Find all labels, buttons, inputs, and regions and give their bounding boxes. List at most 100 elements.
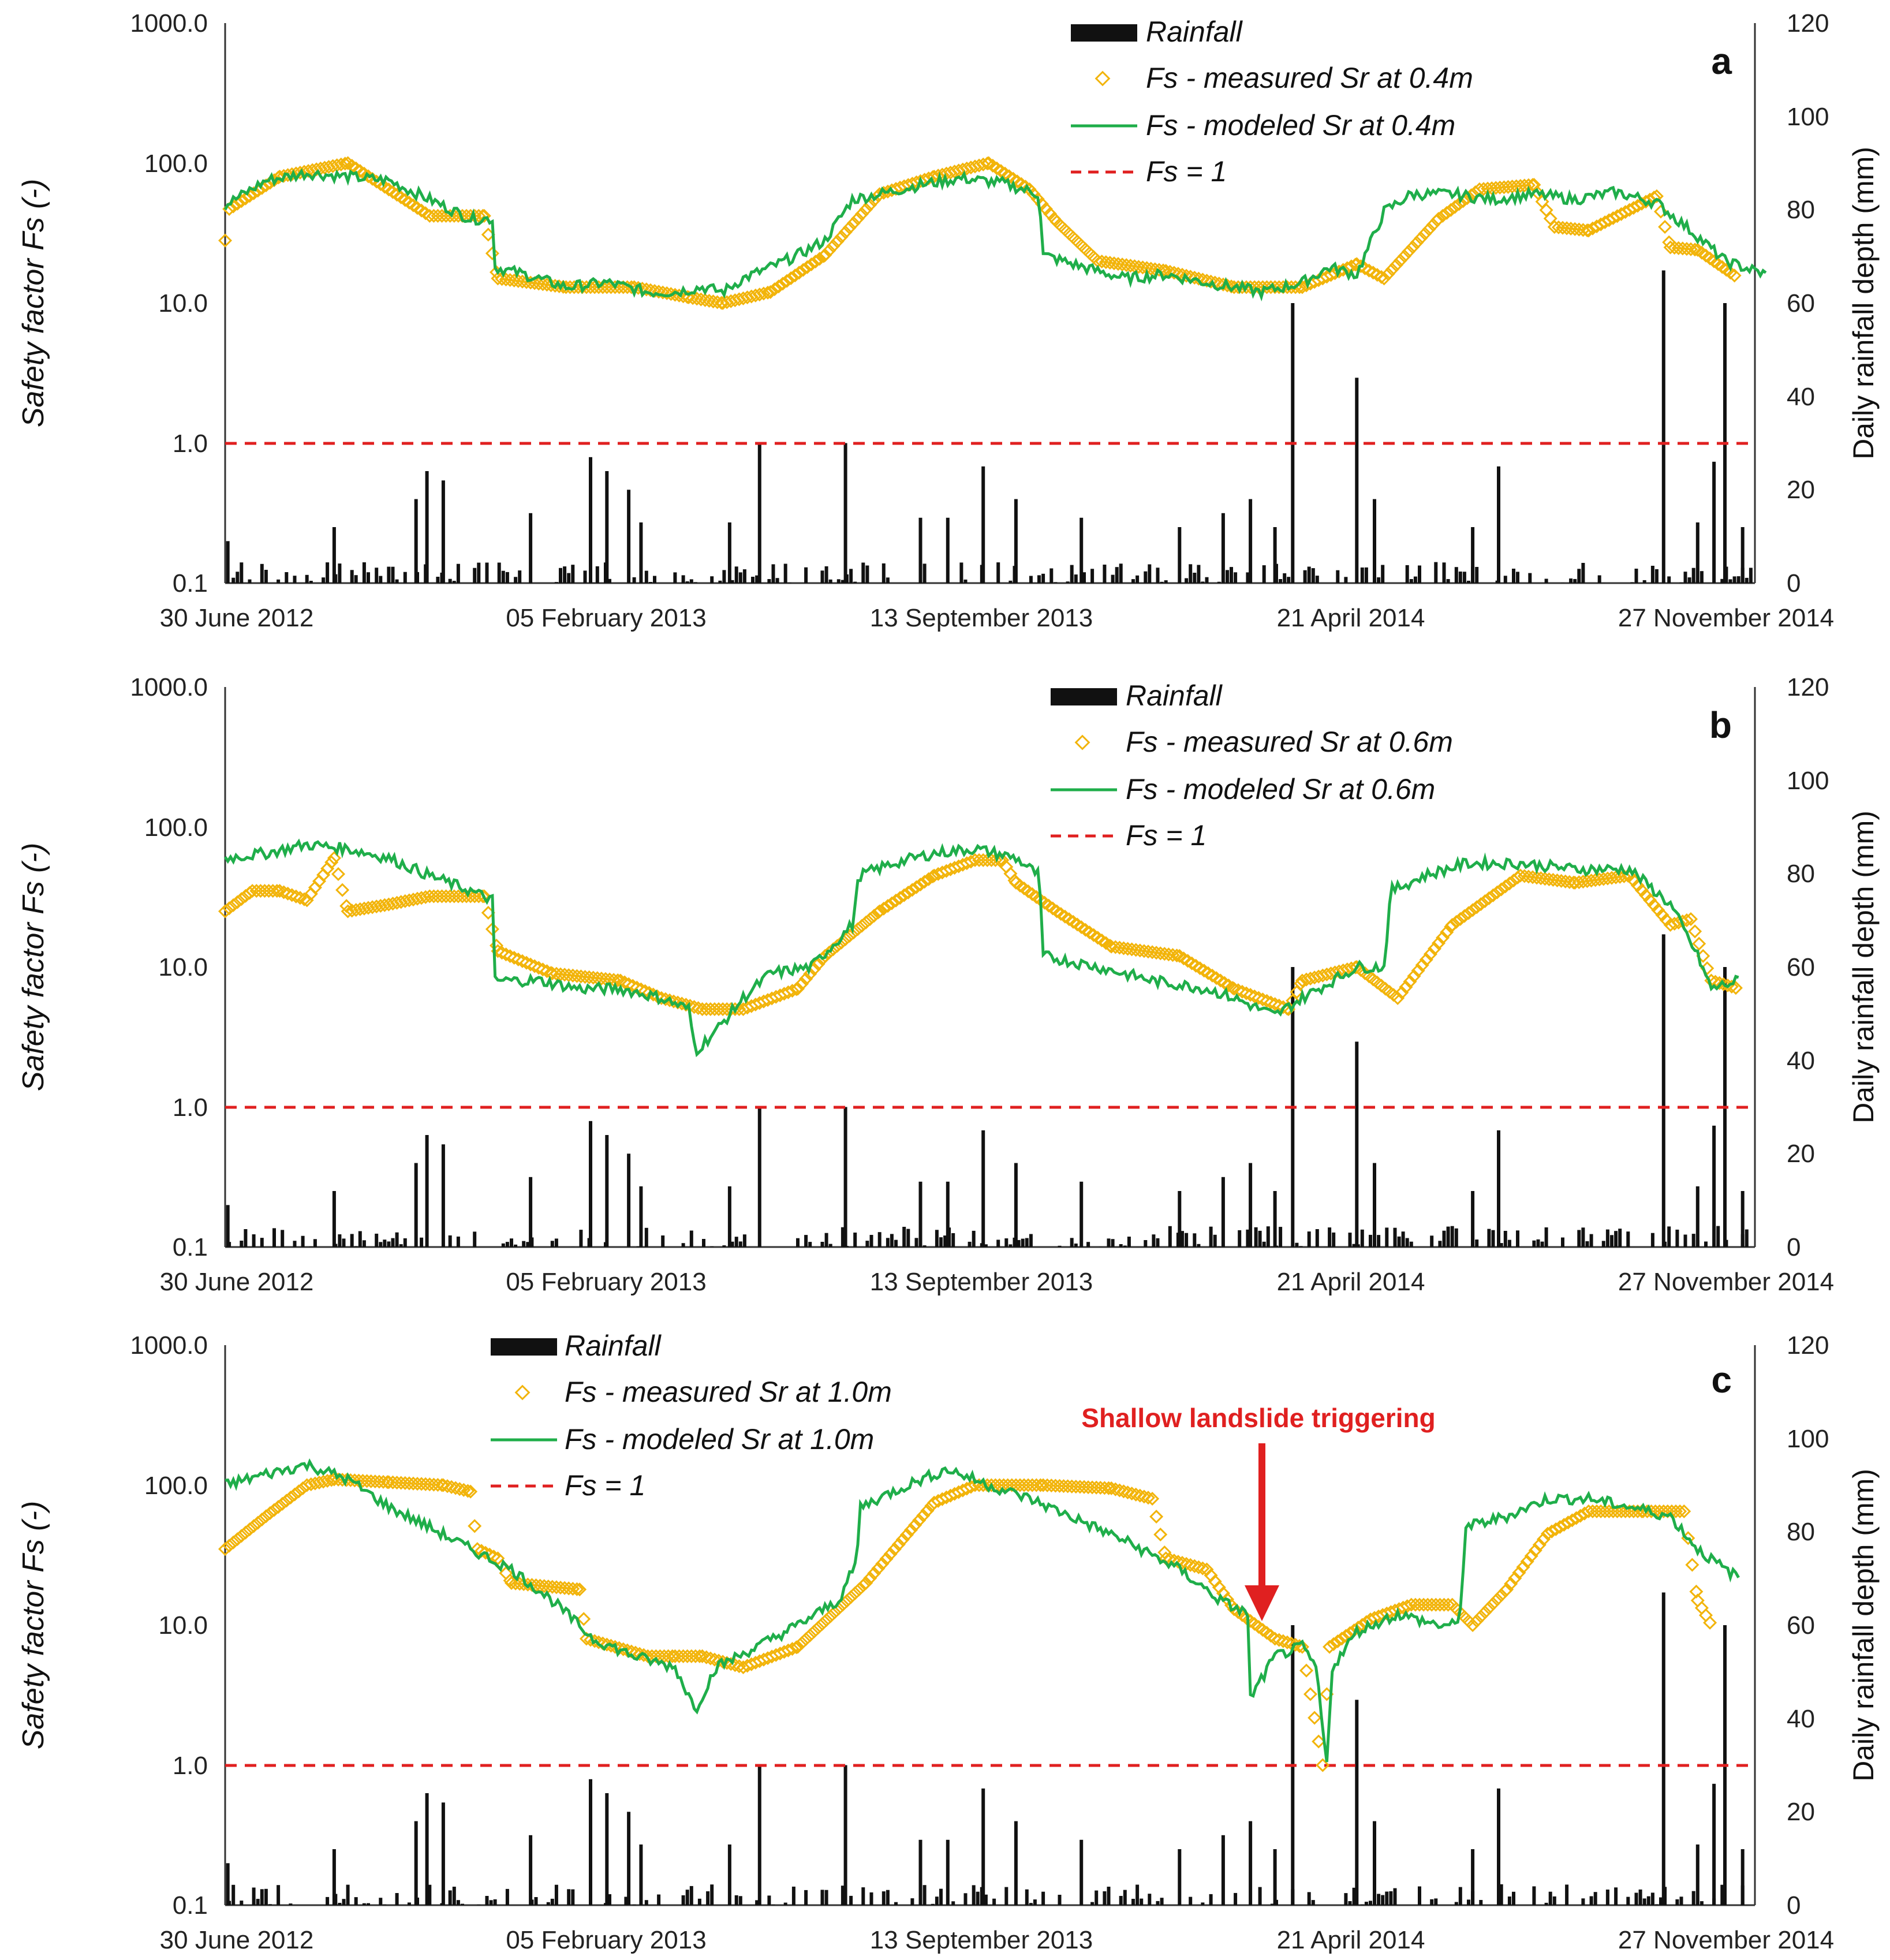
rain-bar — [526, 1242, 530, 1247]
measured-point — [1486, 1596, 1500, 1611]
measured-point — [1433, 1597, 1447, 1612]
x-tick-label: 30 June 2012 — [160, 1926, 314, 1954]
rain-bar — [518, 570, 522, 583]
measured-point — [1414, 231, 1428, 245]
measured-point — [844, 1590, 858, 1604]
rain-bar — [881, 1891, 886, 1905]
rain-bar — [346, 1884, 350, 1905]
rain-bar — [567, 1889, 571, 1905]
rain-bar — [1712, 461, 1716, 583]
measured-point — [1069, 1480, 1083, 1494]
rain-bar — [1497, 1788, 1500, 1905]
rain-bar — [1074, 574, 1078, 583]
measured-point — [916, 1509, 931, 1523]
rain-bar — [931, 1903, 935, 1905]
rain-bar — [428, 1884, 432, 1905]
rain-bar — [689, 1886, 693, 1905]
measured-point — [468, 889, 482, 904]
rain-bar — [1467, 1899, 1470, 1905]
legend-label: Fs = 1 — [1126, 819, 1207, 852]
measured-point — [1410, 236, 1424, 250]
rain-bar — [685, 1890, 689, 1905]
rain-bar — [1471, 527, 1475, 583]
rain-bar — [648, 582, 652, 583]
measured-point — [1581, 1504, 1596, 1518]
rain-bar — [757, 443, 761, 583]
y-tick-label: 10.0 — [158, 289, 208, 318]
rain-bar — [828, 579, 832, 583]
rain-bar — [1221, 513, 1225, 584]
rain-bar — [456, 563, 460, 583]
measured-point — [1404, 1597, 1418, 1612]
legend-label: Fs - modeled Sr at 0.4m — [1146, 109, 1455, 141]
rain-bar — [529, 1177, 533, 1248]
x-tick-label: 05 February 2013 — [506, 1268, 706, 1296]
measured-point — [803, 1628, 817, 1642]
measured-point — [1683, 912, 1698, 927]
measured-point — [822, 243, 836, 258]
rain-bar — [843, 443, 847, 583]
rain-bar — [1369, 1901, 1372, 1905]
rain-bar — [710, 1246, 714, 1247]
measured-point — [1482, 1601, 1496, 1615]
rain-bar — [722, 1245, 726, 1247]
measured-point — [1472, 182, 1486, 196]
measured-point — [1482, 891, 1496, 905]
measured-point — [1478, 1605, 1492, 1619]
measured-point — [1382, 984, 1397, 999]
rain-bar — [313, 1239, 317, 1247]
measured-point — [218, 904, 233, 919]
rain-bar — [272, 1228, 276, 1247]
rain-bar — [820, 1242, 824, 1247]
rain-bar — [943, 1235, 947, 1247]
rain-bar — [963, 1893, 968, 1905]
measured-point — [1089, 1480, 1104, 1495]
rain-bar — [1581, 563, 1585, 583]
measured-point — [846, 216, 861, 230]
rain-bar — [1654, 1904, 1659, 1905]
y-tick-label: 100.0 — [144, 1472, 208, 1500]
rain-bar — [309, 581, 313, 583]
measured-point — [1049, 215, 1064, 229]
rain-bar — [910, 1898, 914, 1905]
rain-bar — [1249, 499, 1253, 583]
rain-bar — [644, 1227, 648, 1247]
measured-point — [1474, 1610, 1488, 1624]
rain-bar — [236, 572, 240, 583]
measured-point — [1639, 888, 1653, 902]
y2-tick-label: 40 — [1787, 1047, 1815, 1075]
rain-bar — [448, 1235, 452, 1247]
legend-label: Rainfall — [1146, 16, 1243, 48]
rain-bar — [767, 579, 771, 583]
rain-bar — [1009, 580, 1013, 583]
measured-point — [1594, 1504, 1608, 1518]
rain-bar — [757, 1107, 761, 1247]
rain-bar — [959, 562, 963, 583]
rain-bar — [514, 1244, 518, 1247]
measured-point — [1509, 179, 1523, 193]
measured-point — [795, 1636, 809, 1650]
rain-bar — [240, 1901, 244, 1905]
rain-bar — [1344, 1893, 1348, 1905]
rain-bar — [379, 576, 383, 583]
measured-point — [996, 1478, 1011, 1492]
rain-bar — [1728, 579, 1732, 583]
rain-bar — [755, 575, 759, 583]
rain-bar — [1740, 1849, 1745, 1905]
measured-point — [972, 853, 987, 867]
measured-point — [1692, 936, 1706, 951]
rain-bar — [1148, 1894, 1152, 1905]
rain-bar — [485, 562, 489, 583]
rain-bar — [1164, 580, 1168, 583]
rain-bar — [1438, 1241, 1442, 1247]
x-tick-label: 05 February 2013 — [506, 1926, 706, 1954]
rain-bar — [1266, 1226, 1270, 1247]
measured-point — [255, 1512, 269, 1527]
rain-bar — [727, 522, 731, 583]
measured-point — [485, 922, 499, 936]
measured-point — [263, 1506, 277, 1520]
measured-point — [879, 1552, 894, 1566]
measured-point — [1303, 1687, 1318, 1701]
rain-bar — [248, 579, 252, 583]
measured-point — [903, 1523, 918, 1537]
